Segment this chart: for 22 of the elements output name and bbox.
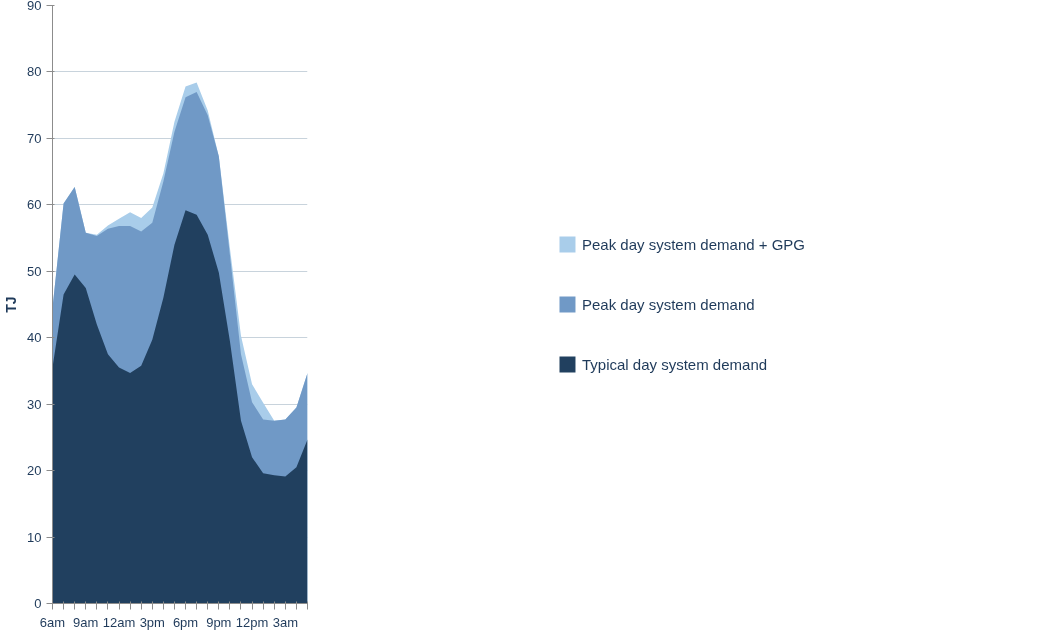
x-tick-label: 6pm	[172, 614, 199, 630]
y-tick-label: 50	[27, 263, 42, 279]
legend-label: Peak day system demand + GPG	[581, 235, 806, 253]
y-tick-label: 20	[27, 463, 42, 479]
x-tick-label: 12am	[102, 614, 136, 630]
x-tick-label: 9am	[73, 614, 99, 630]
legend-label: Peak day system demand	[581, 295, 755, 313]
y-tick-label: 0	[34, 596, 42, 611]
y-axis-title: TJ	[3, 296, 20, 313]
y-tick-label: 10	[27, 529, 42, 545]
x-tick-label: 6am	[39, 614, 66, 630]
y-tick-label: 90	[27, 0, 42, 13]
y-tick-label: 30	[27, 396, 42, 412]
y-tick-label: 60	[27, 197, 42, 213]
x-tick-label: 12pm	[235, 614, 269, 630]
x-tick-label: 3am	[272, 614, 298, 630]
x-tick-label: 9pm	[206, 614, 232, 630]
y-tick-label: 70	[27, 130, 42, 146]
y-tick-label: 80	[27, 64, 42, 80]
y-tick-label: 40	[27, 330, 42, 346]
legend-label: Typical day system demand	[581, 355, 768, 373]
x-tick-label: 3pm	[139, 614, 165, 630]
